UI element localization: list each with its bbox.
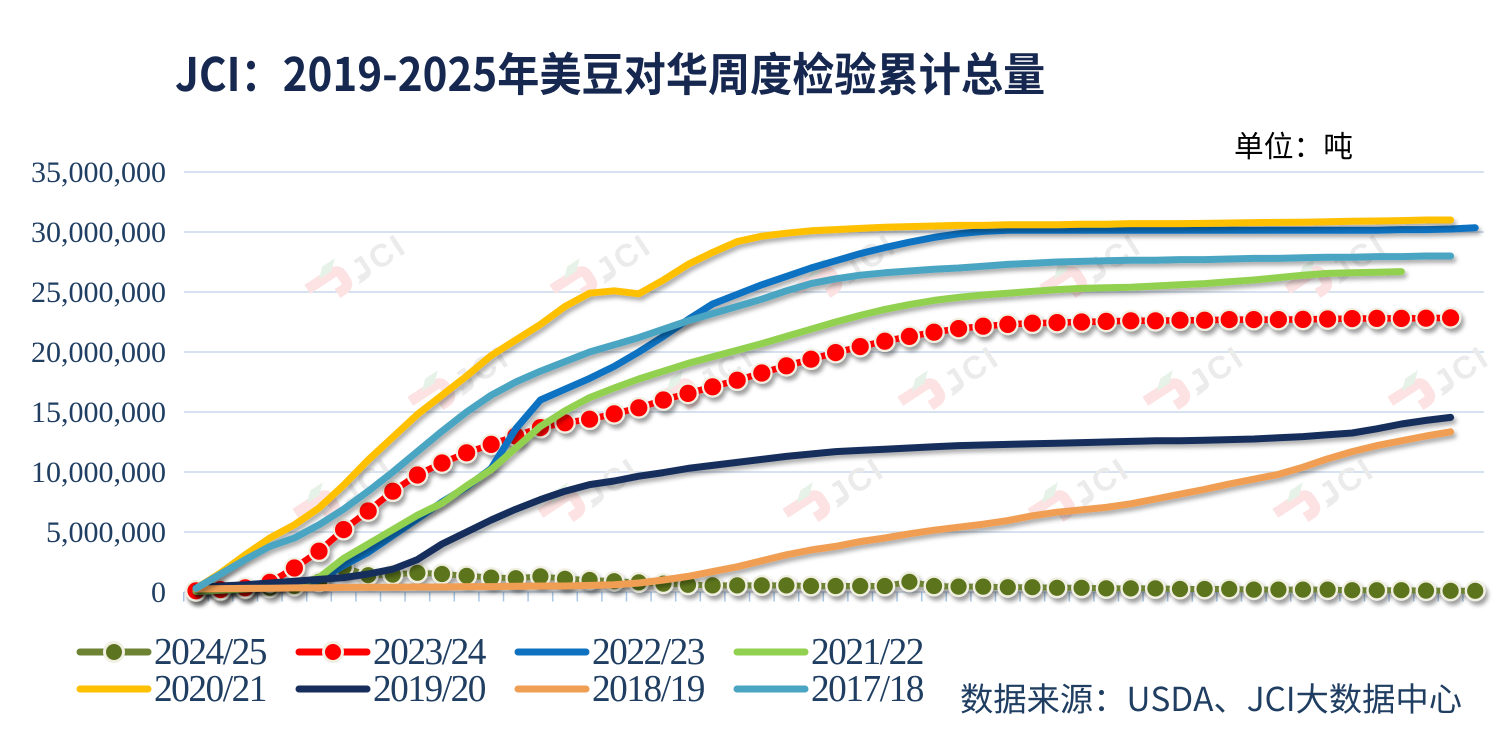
svg-text:35,000,000: 35,000,000 bbox=[31, 156, 166, 189]
svg-text:2021/22: 2021/22 bbox=[811, 631, 923, 673]
svg-text:2024/25: 2024/25 bbox=[154, 631, 266, 673]
svg-text:20,000,000: 20,000,000 bbox=[31, 336, 166, 369]
svg-text:5,000,000: 5,000,000 bbox=[46, 516, 166, 549]
svg-text:2020/21: 2020/21 bbox=[154, 668, 266, 710]
svg-text:10,000,000: 10,000,000 bbox=[31, 456, 166, 489]
svg-text:2023/24: 2023/24 bbox=[373, 631, 486, 673]
svg-text:2022/23: 2022/23 bbox=[592, 631, 704, 673]
svg-text:15,000,000: 15,000,000 bbox=[31, 396, 166, 429]
svg-text:2018/19: 2018/19 bbox=[592, 668, 704, 710]
svg-text:30,000,000: 30,000,000 bbox=[31, 216, 166, 249]
svg-text:0: 0 bbox=[151, 576, 166, 609]
svg-text:2019/20: 2019/20 bbox=[373, 668, 485, 710]
svg-text:25,000,000: 25,000,000 bbox=[31, 276, 166, 309]
svg-text:2017/18: 2017/18 bbox=[811, 668, 923, 710]
